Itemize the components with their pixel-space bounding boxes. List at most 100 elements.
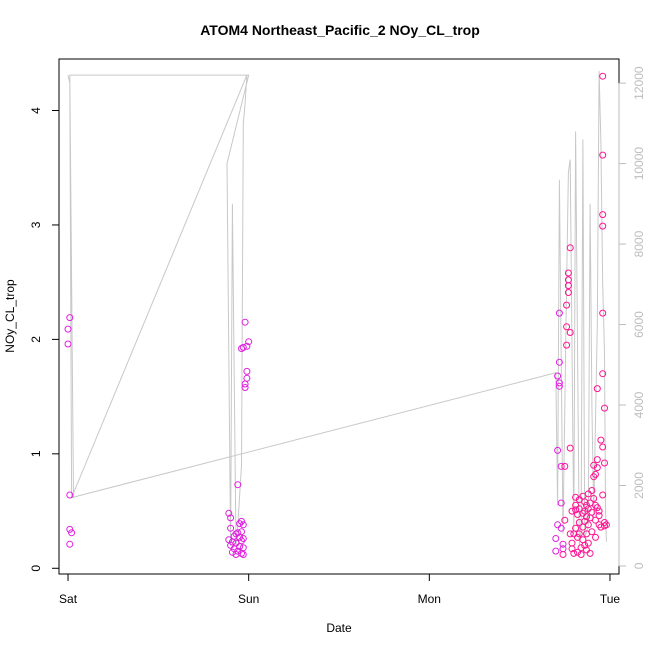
data-point <box>579 509 587 517</box>
data-point <box>599 443 607 451</box>
data-point <box>599 309 607 317</box>
y-tick-label: 2 <box>29 336 43 343</box>
data-point <box>64 325 72 333</box>
data-point <box>599 151 607 159</box>
data-point <box>243 342 251 350</box>
data-point <box>245 338 253 346</box>
y2-tick-label: 6000 <box>632 311 646 338</box>
x-tick-label: Tue <box>600 592 621 606</box>
y2-tick-label: 2000 <box>632 472 646 499</box>
data-point <box>592 470 599 478</box>
data-point <box>232 551 240 558</box>
data-point <box>228 538 236 546</box>
x-tick-label: Sat <box>59 592 78 606</box>
y-tick-label: 1 <box>29 450 43 457</box>
data-point <box>563 323 571 331</box>
data-point <box>234 481 242 489</box>
data-point <box>566 329 574 336</box>
data-point <box>555 309 563 317</box>
data-point <box>602 521 610 529</box>
data-point <box>239 551 247 558</box>
data-point <box>597 436 605 444</box>
data-point <box>239 544 247 552</box>
data-point <box>592 501 599 509</box>
data-point <box>66 525 74 533</box>
y2-tick-label: 4000 <box>632 391 646 418</box>
data-point <box>592 516 599 524</box>
data-point <box>568 545 576 553</box>
data-point <box>581 541 589 549</box>
data-point <box>572 493 580 501</box>
data-point <box>564 269 572 277</box>
data-point <box>552 535 560 542</box>
data-point <box>584 539 592 547</box>
data-point <box>554 372 562 380</box>
data-point <box>64 340 72 348</box>
data-point <box>566 444 574 452</box>
data-point <box>227 514 235 522</box>
data-point <box>590 461 598 469</box>
data-point <box>236 520 244 528</box>
data-point <box>568 539 576 547</box>
data-point <box>238 537 245 545</box>
data-point <box>238 517 245 525</box>
points-layer <box>64 72 610 558</box>
y2-tick-label: 8000 <box>632 230 646 257</box>
data-point <box>559 540 567 548</box>
data-point <box>234 529 242 537</box>
data-point <box>583 501 590 509</box>
x-tick-label: Sun <box>238 592 259 606</box>
y-axis-label: NOy_CL_trop <box>3 279 17 353</box>
data-point <box>555 358 563 366</box>
x-axis-label: Date <box>326 621 352 635</box>
x-axis: Sat Sun Mon Tue <box>59 573 621 606</box>
data-point <box>599 370 607 378</box>
data-point <box>601 404 608 412</box>
data-point <box>572 524 580 532</box>
data-point <box>238 528 245 536</box>
data-point <box>599 72 607 80</box>
data-point <box>239 343 247 351</box>
y2-tick-label: 10000 <box>632 147 646 181</box>
secondary-series-line <box>67 71 607 546</box>
data-point <box>586 549 594 557</box>
data-point <box>566 244 574 252</box>
data-point <box>555 382 563 390</box>
data-point <box>241 384 249 391</box>
data-point <box>557 524 565 532</box>
data-point <box>599 211 607 219</box>
y-tick-label: 4 <box>29 107 43 114</box>
data-point <box>557 499 565 507</box>
y-tick-label: 3 <box>29 221 43 228</box>
data-point <box>572 501 580 509</box>
data-point <box>601 519 608 526</box>
data-point <box>588 508 596 516</box>
data-point <box>554 446 562 454</box>
data-point <box>599 222 607 230</box>
data-point <box>595 507 603 515</box>
data-point <box>68 529 76 537</box>
data-point <box>243 367 251 375</box>
data-point <box>566 530 574 538</box>
data-point <box>227 524 235 532</box>
data-point <box>570 549 578 557</box>
data-point <box>554 521 562 529</box>
plot-frame <box>58 58 620 575</box>
y2-tick-label: 12000 <box>632 66 646 100</box>
x-tick-label: Mon <box>418 592 441 606</box>
data-point <box>561 462 569 470</box>
data-point <box>579 536 587 544</box>
data-point <box>564 276 572 284</box>
data-point <box>588 487 596 494</box>
data-point <box>239 521 247 529</box>
data-point <box>66 491 74 499</box>
data-point <box>561 516 569 524</box>
data-point <box>584 521 592 529</box>
data-point <box>564 289 572 296</box>
data-point <box>243 374 251 382</box>
data-point <box>66 540 74 548</box>
data-point <box>575 530 583 538</box>
data-point <box>577 551 585 558</box>
data-point <box>593 456 601 464</box>
